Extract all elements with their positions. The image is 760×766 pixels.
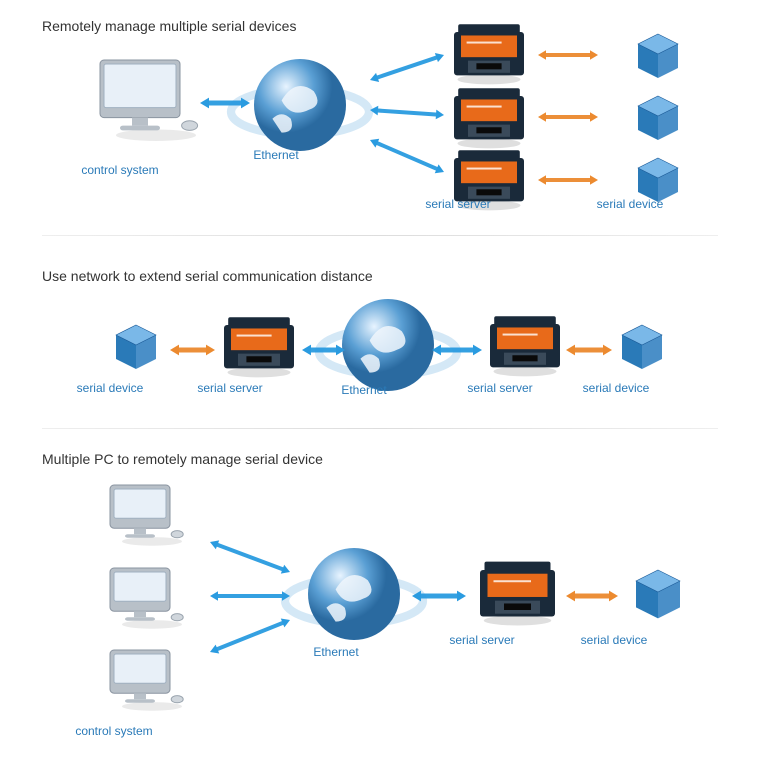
serial_device: serial device bbox=[580, 197, 680, 211]
serial_server: serial server bbox=[432, 633, 532, 647]
serial_device_l: serial device bbox=[60, 381, 160, 395]
ethernet: Ethernet bbox=[286, 645, 386, 659]
serial_server_r: serial server bbox=[450, 381, 550, 395]
divider bbox=[42, 235, 718, 236]
section-title: Multiple PC to remotely manage serial de… bbox=[42, 451, 323, 467]
control_system: control system bbox=[64, 724, 164, 738]
serial_server: serial server bbox=[408, 197, 508, 211]
ethernet: Ethernet bbox=[226, 148, 326, 162]
control_system: control system bbox=[70, 163, 170, 177]
serial_device: serial device bbox=[564, 633, 664, 647]
divider bbox=[42, 428, 718, 429]
serial_server_l: serial server bbox=[180, 381, 280, 395]
section-title: Remotely manage multiple serial devices bbox=[42, 18, 296, 34]
ethernet: Ethernet bbox=[314, 383, 414, 397]
serial_device_r: serial device bbox=[566, 381, 666, 395]
section-title: Use network to extend serial communicati… bbox=[42, 268, 373, 284]
